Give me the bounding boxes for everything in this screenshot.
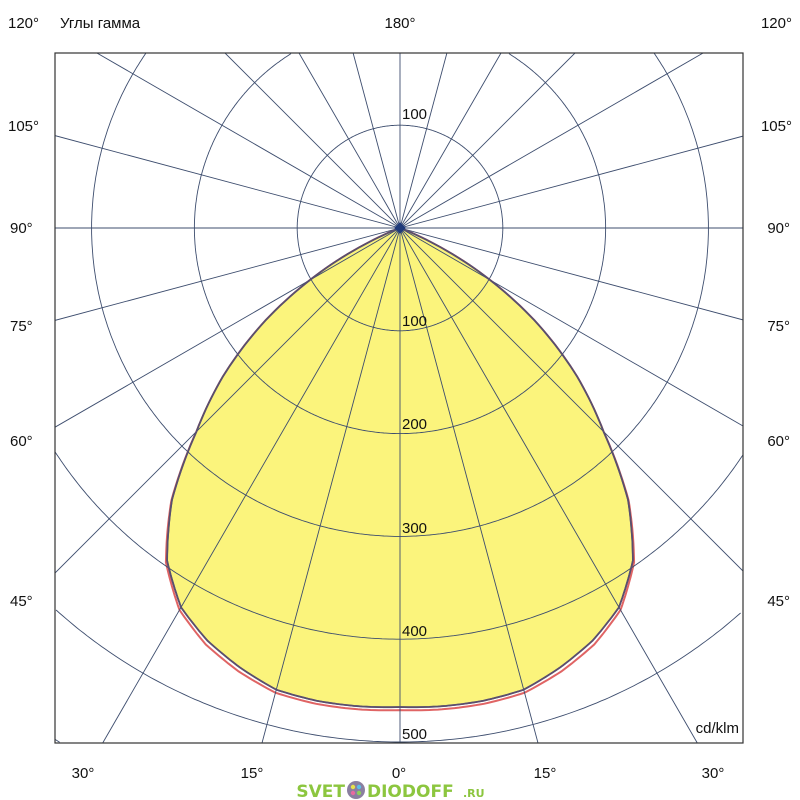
angle-label-right-60: 60° [767, 433, 790, 450]
radial-label-500: 500 [402, 726, 427, 743]
chart-title: Углы гамма [60, 15, 141, 32]
radial-label-300: 300 [402, 520, 427, 537]
angle-label-right-75: 75° [767, 318, 790, 335]
grid-radial-line-150 [298, 53, 698, 743]
angle-label-left-45: 45° [10, 593, 33, 610]
angle-label-bottom-15-right: 15° [534, 765, 557, 782]
intensity-curve-outline [166, 227, 634, 708]
grid-radial-line-165 [352, 53, 539, 743]
grid-radial-line-45 [55, 53, 576, 574]
radial-label-100: 100 [402, 313, 427, 330]
angle-label-left-90: 90° [10, 220, 33, 237]
angle-label-left-75: 75° [10, 318, 33, 335]
angle-label-left-60: 60° [10, 433, 33, 450]
radial-label-200: 200 [402, 416, 427, 433]
angle-label-bottom-30-right: 30° [702, 765, 725, 782]
center-marker [394, 222, 406, 234]
watermark-logo: SVET DIODOFF .RU [296, 781, 485, 800]
watermark-text-1: SVET [296, 782, 345, 800]
angle-label-bottom-15-left: 15° [241, 765, 264, 782]
angle-label-right-120: 120° [761, 15, 792, 32]
angle-label-right-90: 90° [767, 220, 790, 237]
grid-layer [55, 53, 743, 743]
watermark-suffix: .RU [463, 787, 485, 800]
grid-radial-line-30 [102, 53, 502, 743]
angle-label-left-120: 120° [8, 15, 39, 32]
grid-radial-line-60 [55, 53, 704, 428]
angle-label-top-180: 180° [384, 15, 415, 32]
angle-label-right-105: 105° [761, 118, 792, 135]
grid-radial-line-120 [96, 53, 743, 427]
angle-label-left-105: 105° [8, 118, 39, 135]
grid-radial-line-15 [261, 53, 448, 743]
watermark-logo-icon [347, 781, 365, 799]
radial-label-400: 400 [402, 623, 427, 640]
angle-label-bottom-30-left: 30° [72, 765, 95, 782]
angle-label-bottom-0: 0° [392, 765, 406, 782]
watermark-text-2: DIODOFF [367, 782, 454, 800]
grid-circle-600 [55, 739, 60, 743]
radial-label-top-100: 100 [402, 106, 427, 123]
grid-radial-line-135 [224, 53, 743, 572]
angle-label-right-45: 45° [767, 593, 790, 610]
grid-circle-400 [55, 451, 743, 640]
grid-circle-200 [193, 53, 607, 435]
unit-label: cd/klm [696, 720, 739, 737]
grid-circle-300 [91, 53, 709, 537]
plot-frame [54, 52, 744, 744]
grid-circle-500 [55, 609, 741, 743]
